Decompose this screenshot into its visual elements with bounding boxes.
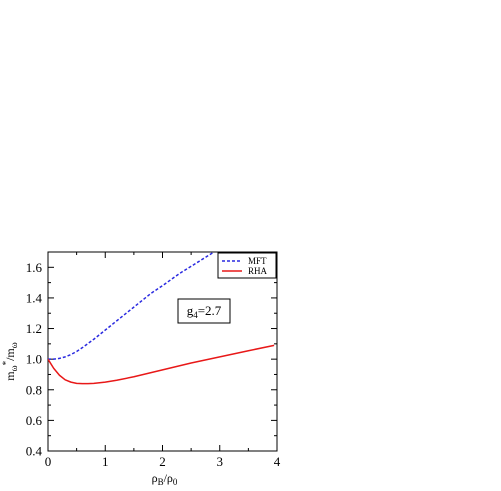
legend-box [217,252,277,279]
y-tick-label: 1.6 [26,260,43,275]
annotation-frame [177,298,231,324]
x-tick-label: 3 [217,454,224,469]
series-line-rha [48,344,275,385]
annotation-box: g4=2.7 [177,298,231,324]
x-axis-label: ρB/ρ0 [152,471,178,487]
y-tick-label: 1.4 [26,290,43,305]
annotation-text: g4=2.7 [187,303,222,320]
axis-ticks: 0 1 2 3 4 0.4 0.6 0.8 1.0 1.2 1.4 1.6 [26,251,281,469]
series-lines [48,252,275,385]
x-tick-label: 4 [274,454,281,469]
y-tick-label: 0.8 [26,382,42,397]
legend-label-rha: RHA [248,266,268,276]
x-tick-label: 2 [159,454,166,469]
legend-label-mft: MFT [248,256,267,266]
y-tick-label: 0.4 [26,444,43,459]
x-tick-label: 0 [45,454,52,469]
y-tick-label: 0.6 [26,413,43,428]
axis-labels: ρB/ρ0 mω*/mω [1,342,178,487]
y-tick-label: 1.2 [26,321,42,336]
x-tick-label: 1 [102,454,109,469]
y-tick-label: 1.0 [26,352,42,367]
y-axis-label: mω*/mω [1,342,19,380]
